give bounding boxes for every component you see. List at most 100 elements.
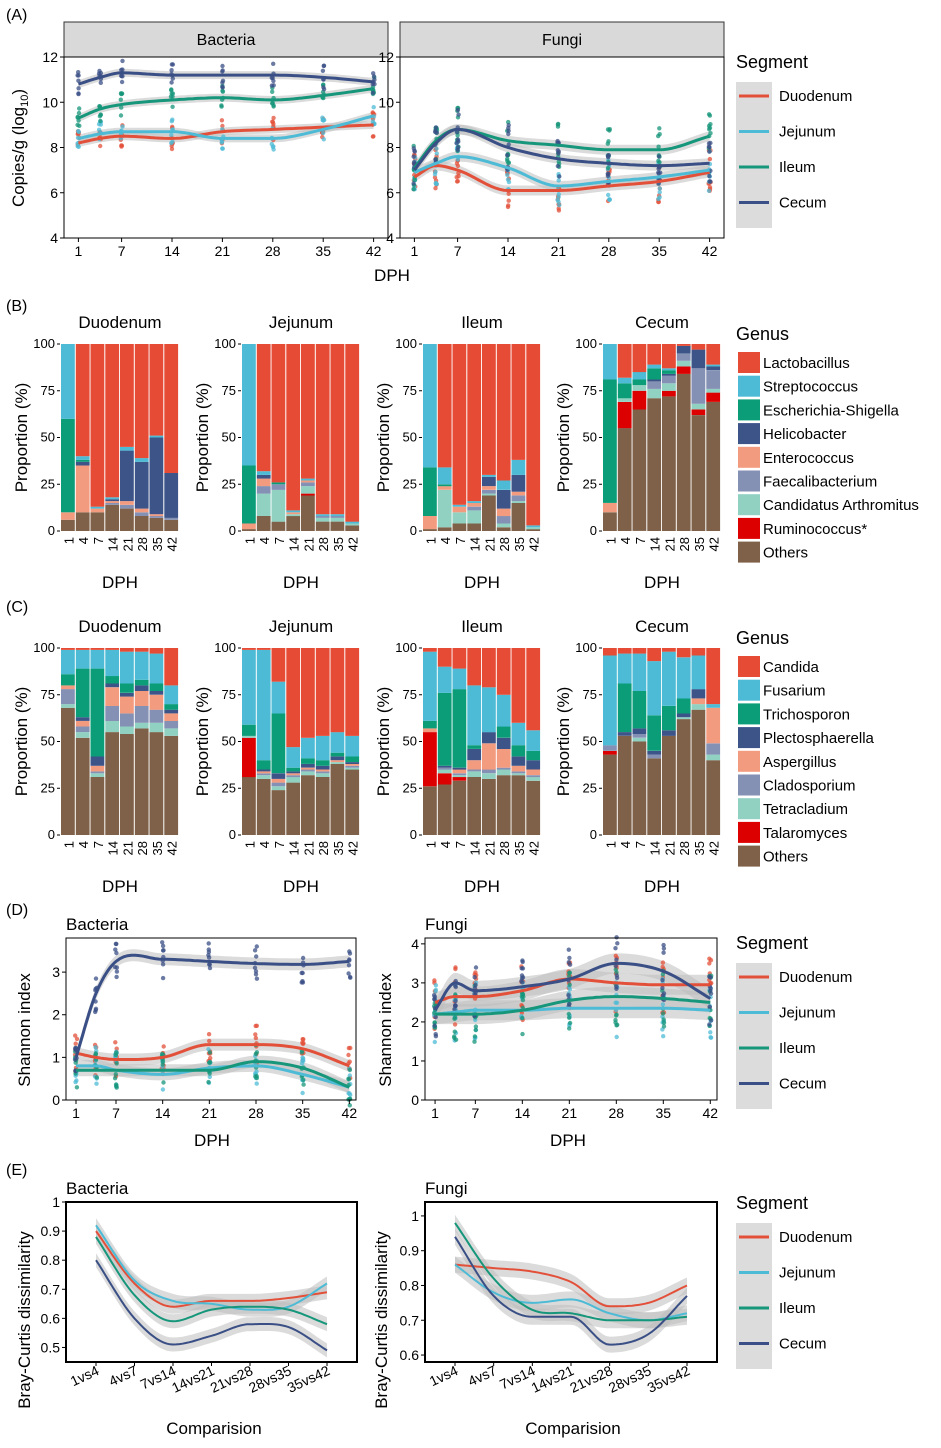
x-axis-title: DPH: [464, 877, 500, 896]
y-tick-label: 25: [403, 476, 417, 491]
bar-segment-aspergillus: [134, 691, 149, 706]
bar-segment-tetracladium: [120, 726, 134, 734]
y-tick-label: 12: [378, 49, 394, 65]
bar-segment-trichosporon: [90, 668, 105, 757]
y-tick-label: 0: [48, 827, 55, 842]
data-point-ileum: [567, 1015, 572, 1020]
bar-segment-faecalibacterium: [467, 506, 482, 511]
bar-segment-candidatus-arthromitus: [662, 383, 676, 391]
data-point-cecum: [707, 1022, 712, 1027]
bar-segment-plectosphaerella: [164, 709, 179, 714]
y-tick-label: 50: [222, 734, 236, 749]
data-point-cecum: [455, 137, 461, 142]
x-tick-label: 7: [91, 537, 106, 544]
data-point-jejunum: [657, 186, 662, 191]
data-point-cecum: [113, 941, 119, 947]
bar-segment-tetracladium: [242, 735, 256, 738]
genus-key-streptococcus: [738, 375, 760, 397]
bar-segment-tetracladium: [496, 769, 511, 776]
data-point-cecum: [433, 1014, 438, 1020]
bar-segment-others: [242, 777, 256, 835]
bar-segment-cladosporium: [256, 773, 271, 776]
data-point-cecum: [656, 154, 662, 159]
bar-segment-lactobacillus: [90, 344, 105, 507]
data-point-duodenum: [98, 143, 103, 149]
y-tick-label: 100: [575, 336, 597, 351]
x-tick-label: 7: [454, 243, 462, 259]
data-point-cecum: [348, 975, 353, 980]
data-point-ileum: [118, 97, 124, 102]
bar-segment-streptococcus: [706, 364, 721, 367]
bar-segment-candida: [61, 648, 75, 650]
y-tick-label: 50: [403, 734, 417, 749]
y-tick-label: 8: [50, 140, 58, 156]
data-point-cecum: [113, 965, 118, 970]
data-point-ileum: [606, 139, 611, 144]
data-point-jejunum: [96, 127, 102, 132]
data-point-ileum: [76, 110, 82, 116]
data-point-ileum: [661, 1020, 667, 1025]
data-point-duodenum: [348, 1045, 353, 1051]
data-point-jejunum: [371, 105, 376, 110]
bar-segment-streptococcus: [90, 506, 105, 509]
x-tick-label: 42: [346, 537, 361, 551]
bar-segment-tetracladium: [301, 771, 315, 776]
y-tick-label: 25: [41, 780, 55, 795]
bar-segment-lactobacillus: [105, 344, 120, 498]
genus-key-trichosporon: [738, 703, 760, 725]
data-point-cecum: [453, 998, 458, 1004]
series-line-ileum: [435, 995, 711, 1016]
x-tick-label: 35: [315, 243, 331, 259]
data-point-duodenum: [453, 966, 458, 972]
legends: Segment Duodenum Jejunum Ileum Cecum Segment D…: [736, 52, 919, 1369]
data-point-duodenum: [432, 978, 437, 983]
data-point-cecum: [252, 965, 258, 970]
bar-segment-lactobacillus: [256, 344, 271, 472]
facet-title: Jejunum: [269, 313, 333, 332]
data-point-ileum: [170, 104, 175, 110]
legend-label-cecum: Cecum: [779, 1076, 827, 1093]
bar-segment-plectosphaerella: [345, 762, 360, 764]
genus-key-candida: [738, 656, 760, 677]
bar-segment-aspergillus: [482, 743, 496, 770]
bar-segment-helicobacter: [676, 345, 691, 354]
bar-segment-lactobacillus: [647, 344, 662, 365]
data-point-cecum: [93, 1008, 98, 1013]
bar-segment-streptococcus: [134, 458, 149, 462]
bar-segment-tetracladium: [61, 704, 75, 708]
bar-segment-fusarium: [511, 722, 526, 746]
bar-segment-lactobacillus: [271, 344, 286, 483]
bar-segment-trichosporon: [315, 760, 330, 766]
bar-segment-others: [315, 777, 330, 835]
x-tick-label: 21: [120, 537, 135, 551]
y-axis-title: Proportion (%): [193, 383, 212, 493]
bar-segment-candidatus-arthromitus: [632, 385, 647, 391]
bar-segment-candida: [164, 648, 179, 686]
bar-segment-lactobacillus: [301, 344, 315, 479]
bar-segment-others: [496, 527, 511, 531]
bar-segment-plectosphaerella: [271, 773, 286, 779]
bar-segment-tetracladium: [452, 775, 467, 778]
y-tick-label: 50: [583, 734, 597, 749]
data-point-jejunum: [661, 1034, 666, 1039]
data-point-ileum: [114, 1061, 119, 1066]
data-point-ileum: [506, 160, 511, 166]
x-tick-label: 28vs35: [606, 1362, 654, 1396]
data-point-jejunum: [73, 1079, 78, 1085]
y-tick-label: 3: [411, 975, 419, 991]
ci-band-duodenum: [455, 1256, 687, 1315]
bar-segment-candidatus-arthromitus: [301, 486, 315, 494]
y-tick-label: 0: [410, 523, 417, 538]
data-point-ileum: [77, 106, 82, 111]
bar-segment-candida: [286, 648, 301, 748]
bar-segment-aspergillus: [286, 773, 301, 776]
y-tick-label: 0: [52, 1092, 60, 1108]
y-tick-label: 0.7: [400, 1312, 420, 1328]
data-point-duodenum: [707, 185, 713, 190]
data-point-cecum: [473, 982, 478, 988]
x-tick-label: 1: [75, 243, 83, 259]
facet-title: Jejunum: [269, 617, 333, 636]
y-tick-label: 0: [590, 827, 597, 842]
